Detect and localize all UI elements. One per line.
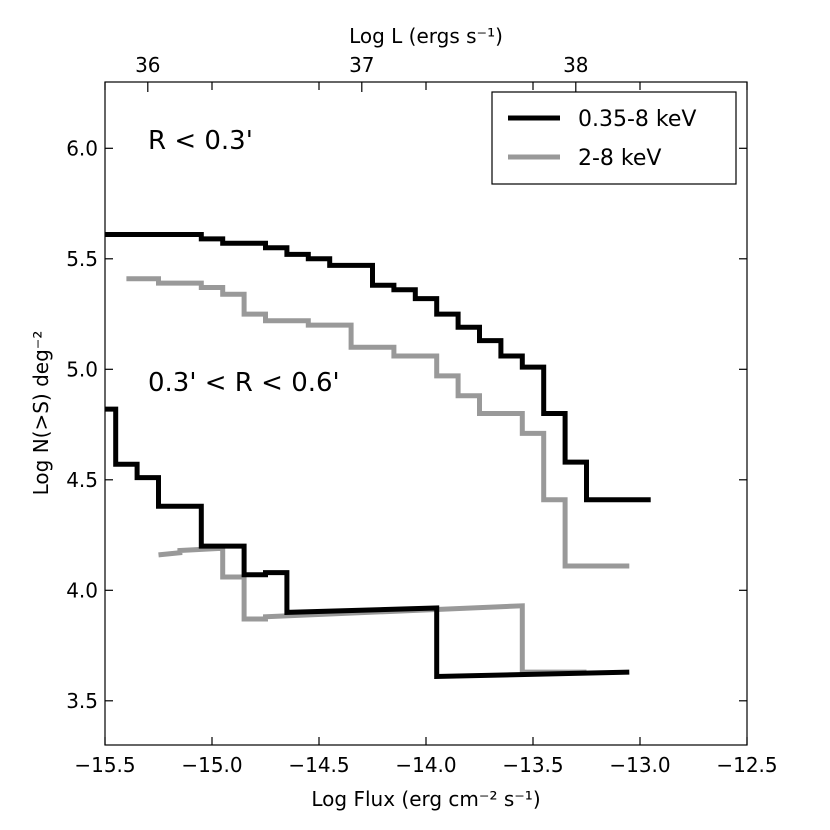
top-x-tick-label-1: 37 bbox=[349, 53, 374, 77]
y-tick-label-4: 5.5 bbox=[66, 247, 98, 271]
annotation-outer-region: 0.3' < R < 0.6' bbox=[148, 368, 340, 398]
y-tick-label-3: 5.0 bbox=[66, 357, 98, 381]
legend: 0.35-8 keV 2-8 keV bbox=[491, 91, 737, 185]
ticks-layer bbox=[104, 82, 748, 745]
x-tick-label-4: −13.5 bbox=[502, 753, 563, 777]
y-axis-label: Log N(>S) deg⁻² bbox=[29, 331, 53, 496]
x-tick-label-3: −14.0 bbox=[395, 753, 456, 777]
x-tick-label-0: −15.5 bbox=[74, 753, 135, 777]
labels-layer: −15.5 −15.0 −14.5 −14.0 −13.5 −13.0 −12.5 3.5 4.… bbox=[66, 53, 777, 777]
series-line-0 bbox=[105, 232, 651, 503]
top-x-tick-label-2: 38 bbox=[563, 53, 588, 77]
legend-box bbox=[491, 91, 737, 185]
annotation-inner-region: R < 0.3' bbox=[148, 126, 253, 156]
x-tick-label-6: −12.5 bbox=[716, 753, 777, 777]
series-line-3 bbox=[158, 545, 587, 675]
y-tick-label-5: 6.0 bbox=[66, 136, 98, 160]
top-axis-label: Log L (ergs s⁻¹) bbox=[349, 24, 503, 48]
y-tick-label-1: 4.0 bbox=[66, 578, 98, 602]
legend-label-broadband: 0.35-8 keV bbox=[578, 107, 696, 132]
top-x-tick-label-0: 36 bbox=[135, 53, 160, 77]
x-tick-label-2: −14.5 bbox=[288, 753, 349, 777]
series-line-1 bbox=[126, 276, 630, 569]
legend-label-hard: 2-8 keV bbox=[578, 146, 661, 171]
series-line-2 bbox=[105, 406, 630, 680]
series-layer bbox=[105, 232, 651, 680]
y-tick-label-2: 4.5 bbox=[66, 468, 98, 492]
x-tick-label-5: −13.0 bbox=[609, 753, 670, 777]
x-tick-label-1: −15.0 bbox=[181, 753, 242, 777]
x-axis-label: Log Flux (erg cm⁻² s⁻¹) bbox=[311, 787, 540, 811]
plot-background bbox=[105, 82, 747, 745]
y-tick-label-0: 3.5 bbox=[66, 689, 98, 713]
